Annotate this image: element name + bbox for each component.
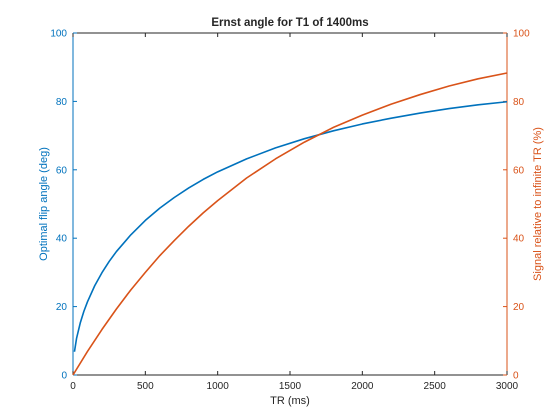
chart-title: Ernst angle for T1 of 1400ms: [211, 17, 368, 29]
x-tick-label: 500: [137, 381, 154, 392]
y-right-tick-label: 20: [513, 302, 525, 313]
y-left-tick-label: 0: [61, 371, 67, 382]
y-right-tick-label: 40: [513, 234, 525, 245]
series-line-right-axis: [72, 72, 508, 376]
x-tick-label: 1000: [207, 381, 230, 392]
x-tick-label: 0: [70, 381, 76, 392]
y-left-tick-label: 60: [56, 165, 68, 176]
y-right-tick-label: 80: [513, 97, 525, 108]
x-tick-label: 1500: [279, 381, 302, 392]
y-right-tick-label: 60: [513, 165, 525, 176]
x-tick-label: 2000: [351, 381, 374, 392]
y-right-tick-label: 100: [513, 29, 530, 40]
y-left-tick-label: 20: [56, 302, 68, 313]
y-right-axis-label: Signal relative to infinite TR (%): [532, 127, 544, 281]
y-right-tick-label: 0: [513, 371, 519, 382]
y-left-tick-label: 100: [50, 29, 67, 40]
x-tick-label: 2500: [424, 381, 447, 392]
x-tick-label: 3000: [496, 381, 519, 392]
y-left-tick-label: 80: [56, 97, 68, 108]
x-axis-label: TR (ms): [270, 395, 310, 407]
y-left-axis-label: Optimal flip angle (deg): [38, 147, 50, 261]
series-line-left-axis: [73, 100, 508, 352]
chart-marks: 0 500 1000 1500 2000 2500 30000204060801000204…: [50, 29, 530, 393]
y-left-tick-label: 40: [56, 234, 68, 245]
